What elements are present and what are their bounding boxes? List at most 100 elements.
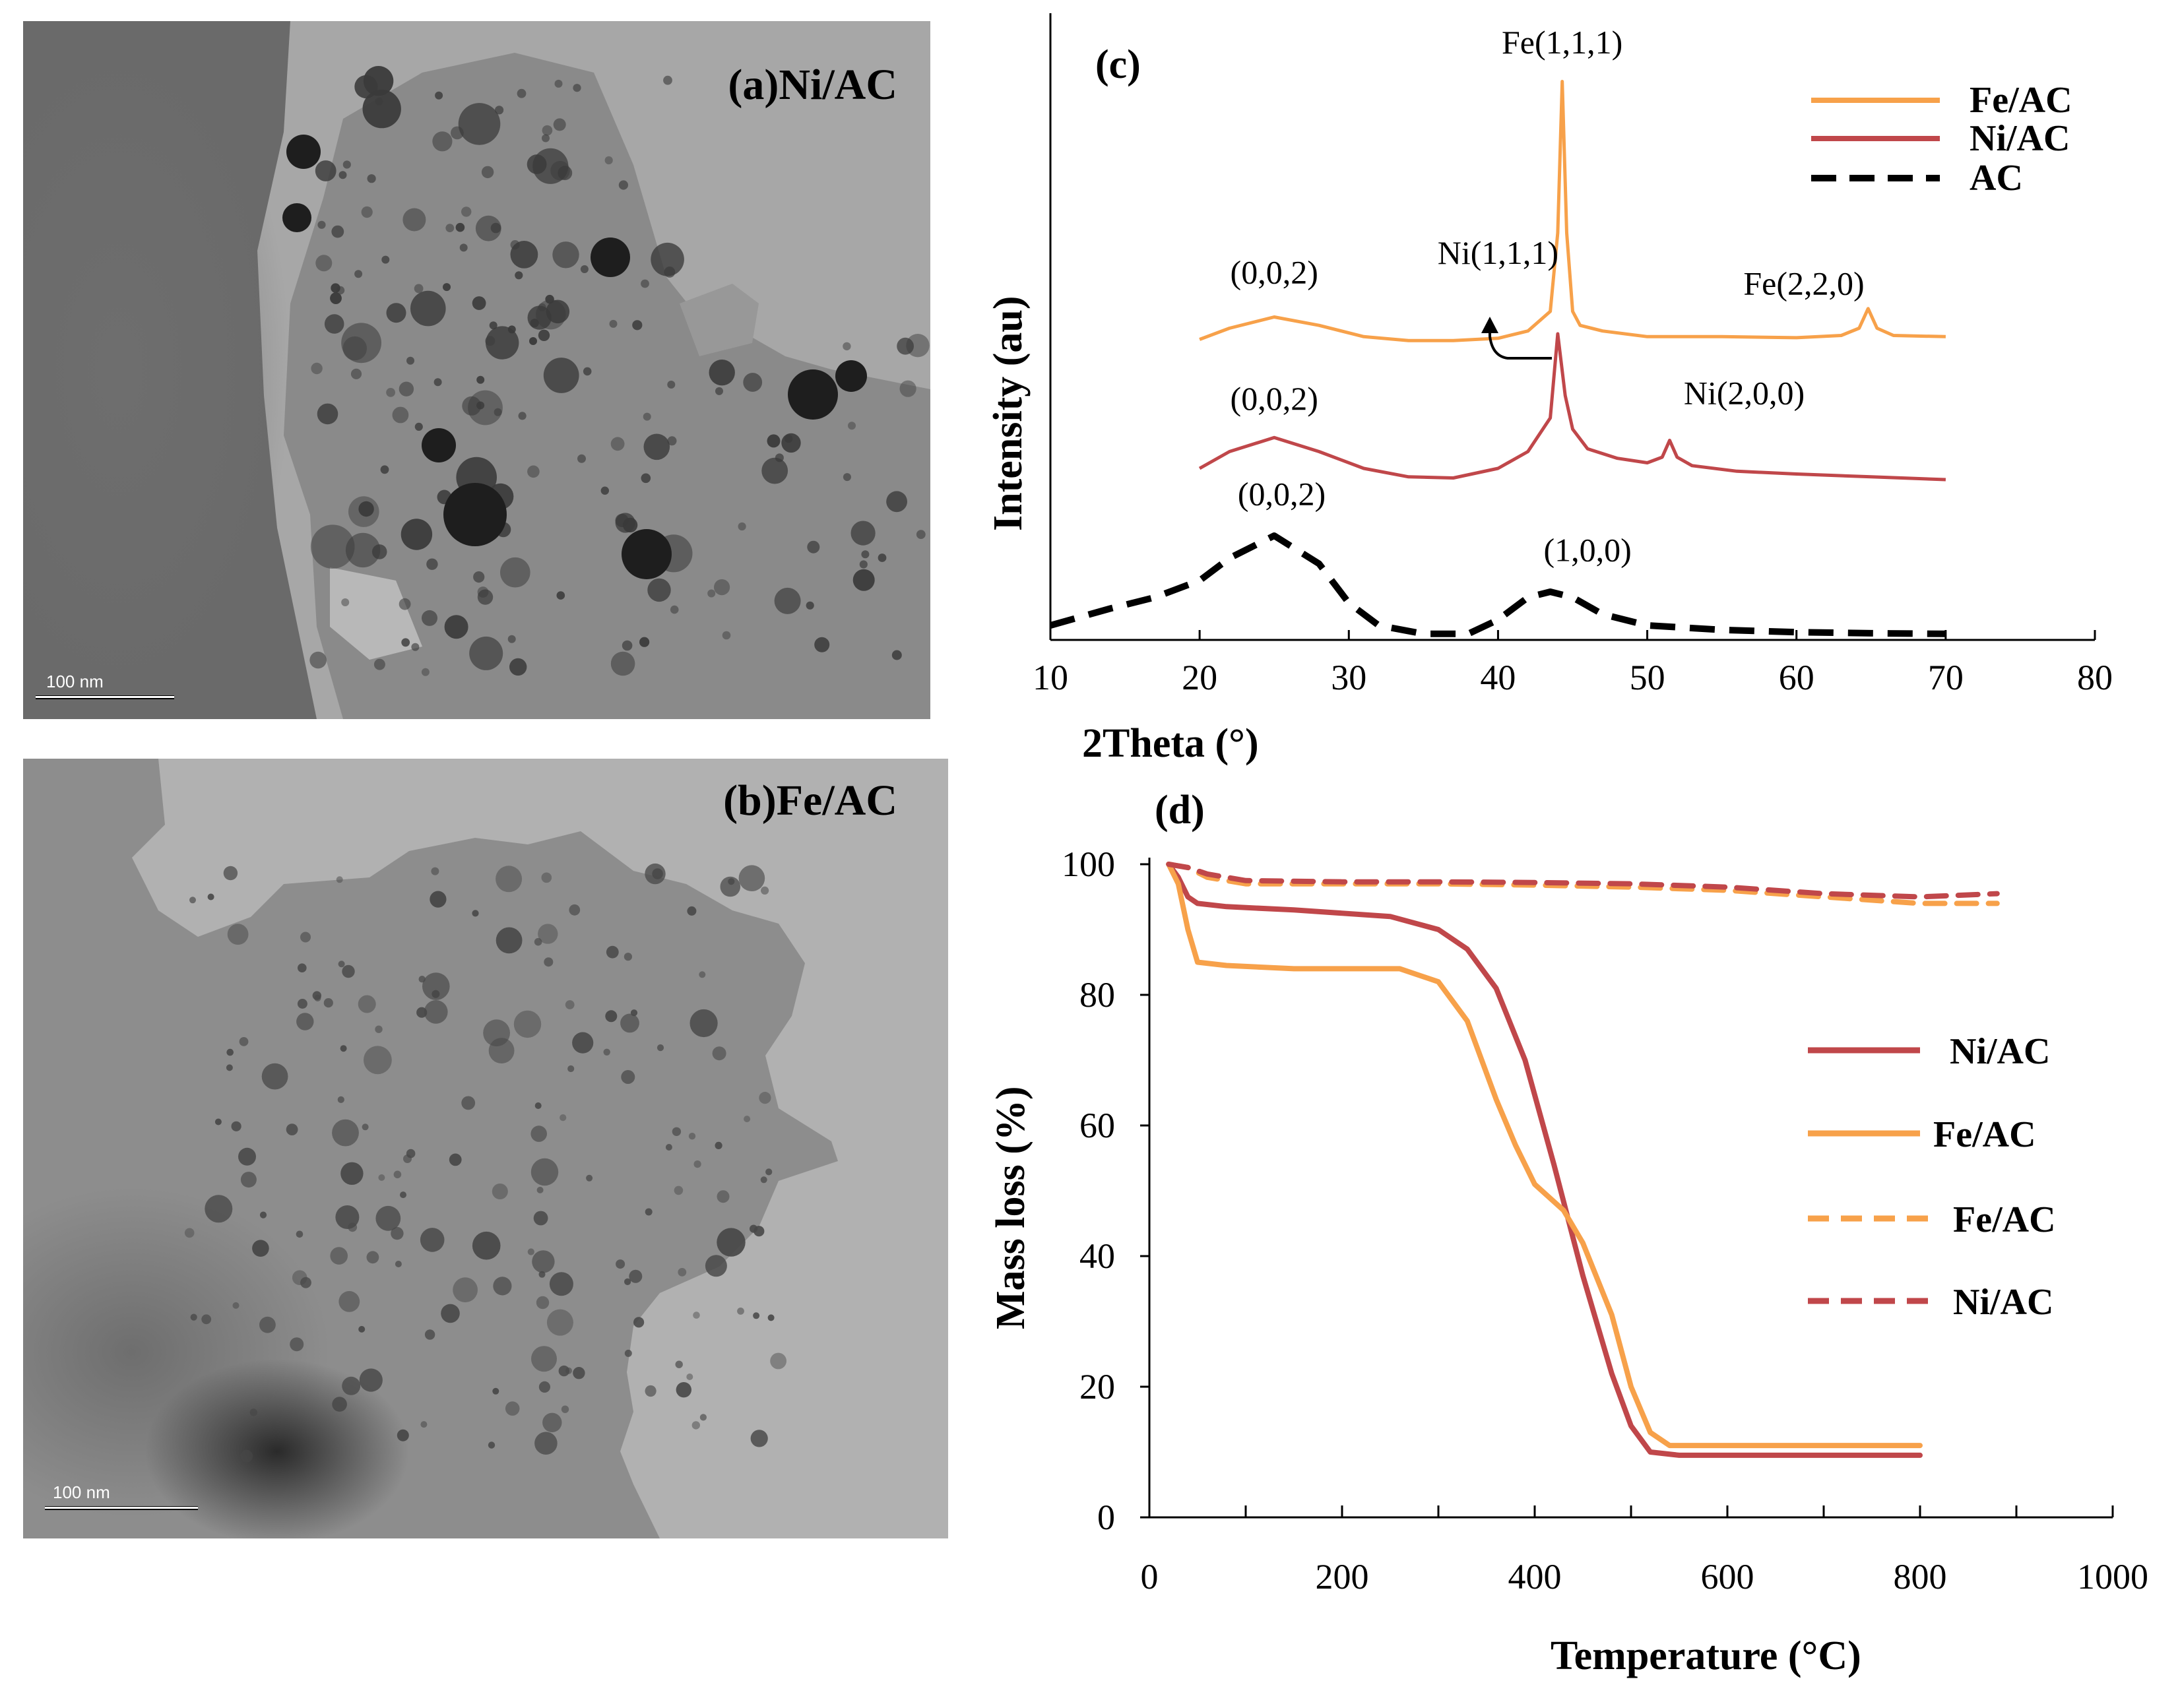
nanoparticle: [315, 255, 333, 272]
nanoparticle: [678, 1268, 687, 1277]
nanoparticle: [675, 1360, 683, 1368]
nanoparticle: [495, 106, 504, 115]
nanoparticle: [422, 972, 450, 1000]
nanoparticle: [609, 319, 618, 328]
nanoparticle: [717, 1228, 746, 1257]
chart-c-annotation: Ni(1,1,1): [1438, 234, 1558, 271]
nanoparticle: [770, 1352, 786, 1370]
nanoparticle: [859, 560, 868, 569]
nanoparticle: [556, 591, 565, 600]
nanoparticle: [546, 1309, 573, 1336]
nanoparticle: [331, 225, 344, 238]
nanoparticle: [699, 971, 706, 978]
chart-d-x-tick-label: 600: [1701, 1557, 1754, 1597]
nanoparticle: [814, 637, 830, 652]
nanoparticle: [226, 1048, 234, 1056]
nanoparticle: [538, 329, 550, 341]
nanoparticle: [691, 1421, 701, 1430]
nanoparticle: [411, 643, 420, 651]
nanoparticle: [359, 1368, 383, 1392]
legend-d-label-fe-dashed: Fe/AC: [1953, 1199, 2056, 1240]
nanoparticle: [358, 1325, 366, 1333]
nanoparticle: [569, 904, 581, 916]
panel-label-a: (a)Ni/AC: [728, 61, 897, 109]
nanoparticle: [459, 243, 468, 252]
nanoparticle: [507, 635, 516, 643]
nanoparticle: [472, 1231, 501, 1260]
nanoparticle: [338, 961, 345, 968]
nanoparticle: [317, 403, 338, 425]
nanoparticle: [624, 1278, 631, 1285]
nanoparticle: [399, 598, 411, 610]
chart-d-y-tick-label: 40: [1079, 1236, 1115, 1276]
nanoparticle: [282, 203, 311, 232]
nanoparticle: [686, 1374, 693, 1380]
nanoparticle: [621, 1070, 635, 1084]
nanoparticle: [699, 1414, 707, 1421]
nanoparticle: [473, 571, 485, 583]
nanoparticle: [750, 1430, 768, 1447]
nanoparticle: [380, 465, 389, 474]
nanoparticle: [395, 1261, 402, 1267]
nanoparticle: [472, 296, 486, 310]
nanoparticle: [714, 579, 730, 596]
nanoparticle: [615, 513, 635, 533]
nanoparticle: [332, 1119, 359, 1147]
nanoparticle: [657, 1044, 664, 1052]
nanoparticle: [433, 378, 442, 387]
chart-c-series-fe-ac: [1199, 80, 1946, 342]
nanoparticle: [643, 433, 670, 460]
chart-c-x-tick-label: 70: [1928, 658, 1964, 697]
nanoparticle: [843, 342, 851, 351]
nanoparticle: [544, 957, 554, 967]
nanoparticle: [861, 550, 870, 559]
nanoparticle: [806, 601, 814, 610]
nanoparticle: [728, 878, 735, 885]
chart-d-y-tick-label: 0: [1097, 1498, 1115, 1537]
nanoparticle: [518, 412, 527, 420]
nanoparticle: [367, 174, 376, 183]
nanoparticle: [707, 589, 716, 598]
nanoparticle: [543, 358, 579, 393]
nanoparticle: [538, 1381, 551, 1393]
nanoparticle: [530, 1158, 559, 1186]
nanoparticle: [451, 126, 464, 140]
nanoparticle: [341, 598, 350, 606]
nanoparticle: [300, 932, 311, 943]
nanoparticle: [542, 1412, 562, 1432]
nanoparticle: [472, 910, 479, 917]
nanoparticle: [843, 473, 851, 482]
chart-c-x-tick-label: 80: [2077, 658, 2113, 697]
nanoparticle: [391, 1226, 404, 1240]
nanoparticle: [509, 658, 527, 676]
nanoparticle: [651, 242, 684, 276]
nanoparticle: [852, 569, 875, 591]
nanoparticle: [807, 540, 820, 554]
nanoparticle: [738, 865, 765, 891]
nanoparticle: [891, 650, 902, 660]
nanoparticle: [536, 1296, 550, 1310]
nanoparticle: [577, 454, 586, 463]
nanoparticle: [458, 103, 501, 145]
nanoparticle: [533, 1211, 548, 1226]
chart-c-annotation: (0,0,2): [1231, 380, 1318, 417]
nanoparticle: [737, 1308, 744, 1315]
nanoparticle: [591, 237, 630, 277]
chart-c-series-ni-ac: [1198, 332, 1946, 482]
nanoparticle: [430, 891, 447, 908]
nanoparticle: [435, 91, 443, 100]
nanoparticle: [722, 631, 731, 640]
nanoparticle: [231, 1121, 241, 1131]
chart-c-annotation: (1,0,0): [1543, 531, 1631, 568]
nanoparticle: [476, 401, 485, 410]
nanoparticle: [788, 369, 838, 420]
nanoparticle: [201, 1314, 212, 1325]
nanoparticle: [386, 303, 406, 323]
nanoparticle: [688, 1133, 696, 1140]
nanoparticle: [760, 1176, 767, 1184]
nanoparticle: [400, 1191, 406, 1199]
nanoparticle: [517, 88, 527, 98]
nanoparticle: [238, 1147, 256, 1166]
nanoparticle: [286, 1123, 298, 1135]
nanoparticle: [743, 373, 763, 392]
